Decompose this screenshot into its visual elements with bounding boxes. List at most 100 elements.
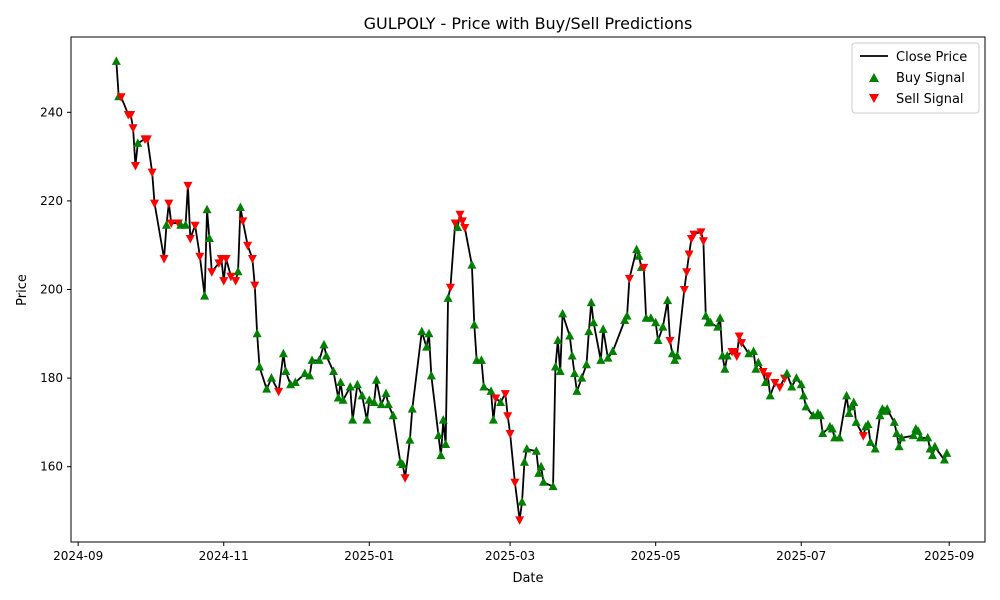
buy-signal-marker bbox=[586, 297, 596, 307]
buy-signal-marker bbox=[398, 459, 408, 468]
buy-signal-marker bbox=[469, 319, 479, 329]
buy-signal-marker bbox=[348, 415, 358, 424]
buy-signal-marker bbox=[572, 386, 582, 395]
buy-signal-marker bbox=[796, 379, 806, 389]
close-price-line-layer bbox=[115, 61, 948, 521]
sell-signal-marker bbox=[243, 241, 253, 251]
legend-entry-buy-signal: Buy Signal bbox=[896, 71, 965, 86]
buy-signal-marker bbox=[942, 448, 952, 457]
buy-signal-marker bbox=[321, 350, 331, 360]
buy-signal-marker bbox=[133, 138, 143, 147]
buy-signal-marker bbox=[565, 331, 575, 340]
sell-signal-marker bbox=[126, 111, 136, 120]
buy-signal-marker bbox=[252, 328, 262, 338]
sell-signal-marker bbox=[775, 383, 785, 392]
sell-signal-marker bbox=[624, 274, 634, 284]
sell-signal-marker bbox=[231, 277, 241, 286]
buy-signal-marker bbox=[827, 424, 837, 433]
sell-signal-marker bbox=[684, 250, 694, 260]
buy-signal-marker bbox=[438, 415, 448, 424]
buy-signal-marker bbox=[426, 370, 436, 380]
close-price-line bbox=[115, 61, 948, 521]
x-tick-label: 2025-07 bbox=[776, 549, 826, 563]
x-axis-label: Date bbox=[512, 571, 543, 586]
buy-signal-marker bbox=[496, 397, 506, 406]
buy-signal-marker bbox=[436, 450, 446, 460]
sell-signal-marker bbox=[128, 124, 138, 133]
sell-signal-marker bbox=[183, 181, 193, 191]
sell-signal-marker bbox=[729, 348, 739, 357]
buy-signal-marker bbox=[834, 432, 844, 442]
y-tick-label: 160 bbox=[40, 460, 63, 474]
buy-signal-marker bbox=[765, 390, 775, 400]
buy-signal-marker bbox=[782, 368, 792, 378]
sell-signal-marker bbox=[130, 161, 140, 171]
sell-signal-marker bbox=[491, 394, 501, 404]
sell-signal-marker bbox=[770, 379, 780, 388]
sell-signal-marker bbox=[116, 93, 126, 102]
sell-signal-marker bbox=[190, 221, 200, 231]
sell-signal-marker bbox=[682, 268, 692, 277]
y-tick-label: 240 bbox=[40, 105, 63, 119]
buy-signal-marker bbox=[851, 417, 861, 426]
buy-signal-marker bbox=[555, 366, 565, 375]
buy-signal-marker bbox=[517, 497, 527, 506]
buy-signal-marker bbox=[670, 355, 680, 364]
x-tick-label: 2025-09 bbox=[924, 549, 974, 563]
buy-signal-marker bbox=[388, 410, 398, 420]
plot-area: 2024-09 2024-11 2025-01 2025-03 2025-05 2025-… bbox=[40, 36, 986, 563]
sell-signal-marker bbox=[247, 254, 257, 264]
buy-signal-marker bbox=[200, 291, 210, 300]
buy-signal-marker bbox=[875, 410, 885, 420]
sell-signal-marker bbox=[696, 228, 706, 237]
sell-signal-marker bbox=[505, 429, 515, 439]
axes-frame bbox=[70, 36, 986, 543]
buy-signal-marker bbox=[333, 393, 343, 402]
buy-signal-marker bbox=[281, 366, 291, 375]
legend-entry-sell-signal: Sell Signal bbox=[896, 92, 964, 107]
buy-signal-marker bbox=[632, 244, 642, 254]
sell-signal-marker bbox=[689, 230, 699, 240]
buy-signal-marker bbox=[314, 355, 324, 364]
legend-buy-swatch bbox=[869, 73, 879, 82]
buy-signal-marker bbox=[536, 461, 546, 471]
buy-signal-marker bbox=[467, 260, 477, 269]
sell-signal-marker bbox=[219, 277, 229, 286]
legend-box bbox=[851, 42, 980, 114]
buy-signal-marker bbox=[383, 399, 393, 409]
buy-signal-marker bbox=[927, 450, 937, 460]
buy-signal-marker bbox=[706, 317, 716, 327]
buy-signal-marker bbox=[553, 335, 563, 344]
sell-signal-marker bbox=[185, 235, 195, 244]
buy-signal-marker bbox=[204, 233, 214, 243]
buy-signal-marker bbox=[290, 377, 300, 387]
buy-signal-marker bbox=[443, 293, 453, 302]
x-tick-label: 2024-09 bbox=[53, 549, 103, 563]
signal-marker-layer bbox=[111, 56, 952, 525]
sell-signal-marker bbox=[457, 217, 467, 226]
buy-signal-marker bbox=[667, 348, 677, 358]
sell-signal-marker bbox=[164, 199, 174, 209]
buy-signal-marker bbox=[715, 313, 725, 322]
buy-signal-marker bbox=[603, 353, 613, 362]
sell-signal-marker bbox=[734, 332, 744, 342]
buy-signal-marker bbox=[596, 355, 606, 364]
buy-signal-marker bbox=[567, 350, 577, 360]
buy-signal-marker bbox=[801, 401, 811, 411]
sell-signal-marker bbox=[515, 516, 525, 525]
sell-signal-marker bbox=[207, 268, 217, 277]
y-tick-label: 220 bbox=[40, 194, 63, 208]
buy-signal-marker bbox=[608, 346, 618, 356]
buy-signal-marker bbox=[923, 432, 933, 442]
buy-signal-marker bbox=[488, 415, 498, 424]
chart-title: GULPOLY - Price with Buy/Sell Prediction… bbox=[364, 14, 693, 33]
sell-signal-marker bbox=[679, 286, 689, 295]
buy-signal-marker bbox=[749, 346, 759, 356]
buy-signal-marker bbox=[894, 441, 904, 451]
buy-signal-marker bbox=[808, 410, 818, 420]
sell-signal-marker bbox=[147, 168, 157, 178]
buy-signal-marker bbox=[646, 313, 656, 322]
buy-signal-marker bbox=[896, 432, 906, 442]
y-axis: 160 180 200 220 240 bbox=[40, 105, 71, 474]
buy-signal-marker bbox=[371, 375, 381, 384]
